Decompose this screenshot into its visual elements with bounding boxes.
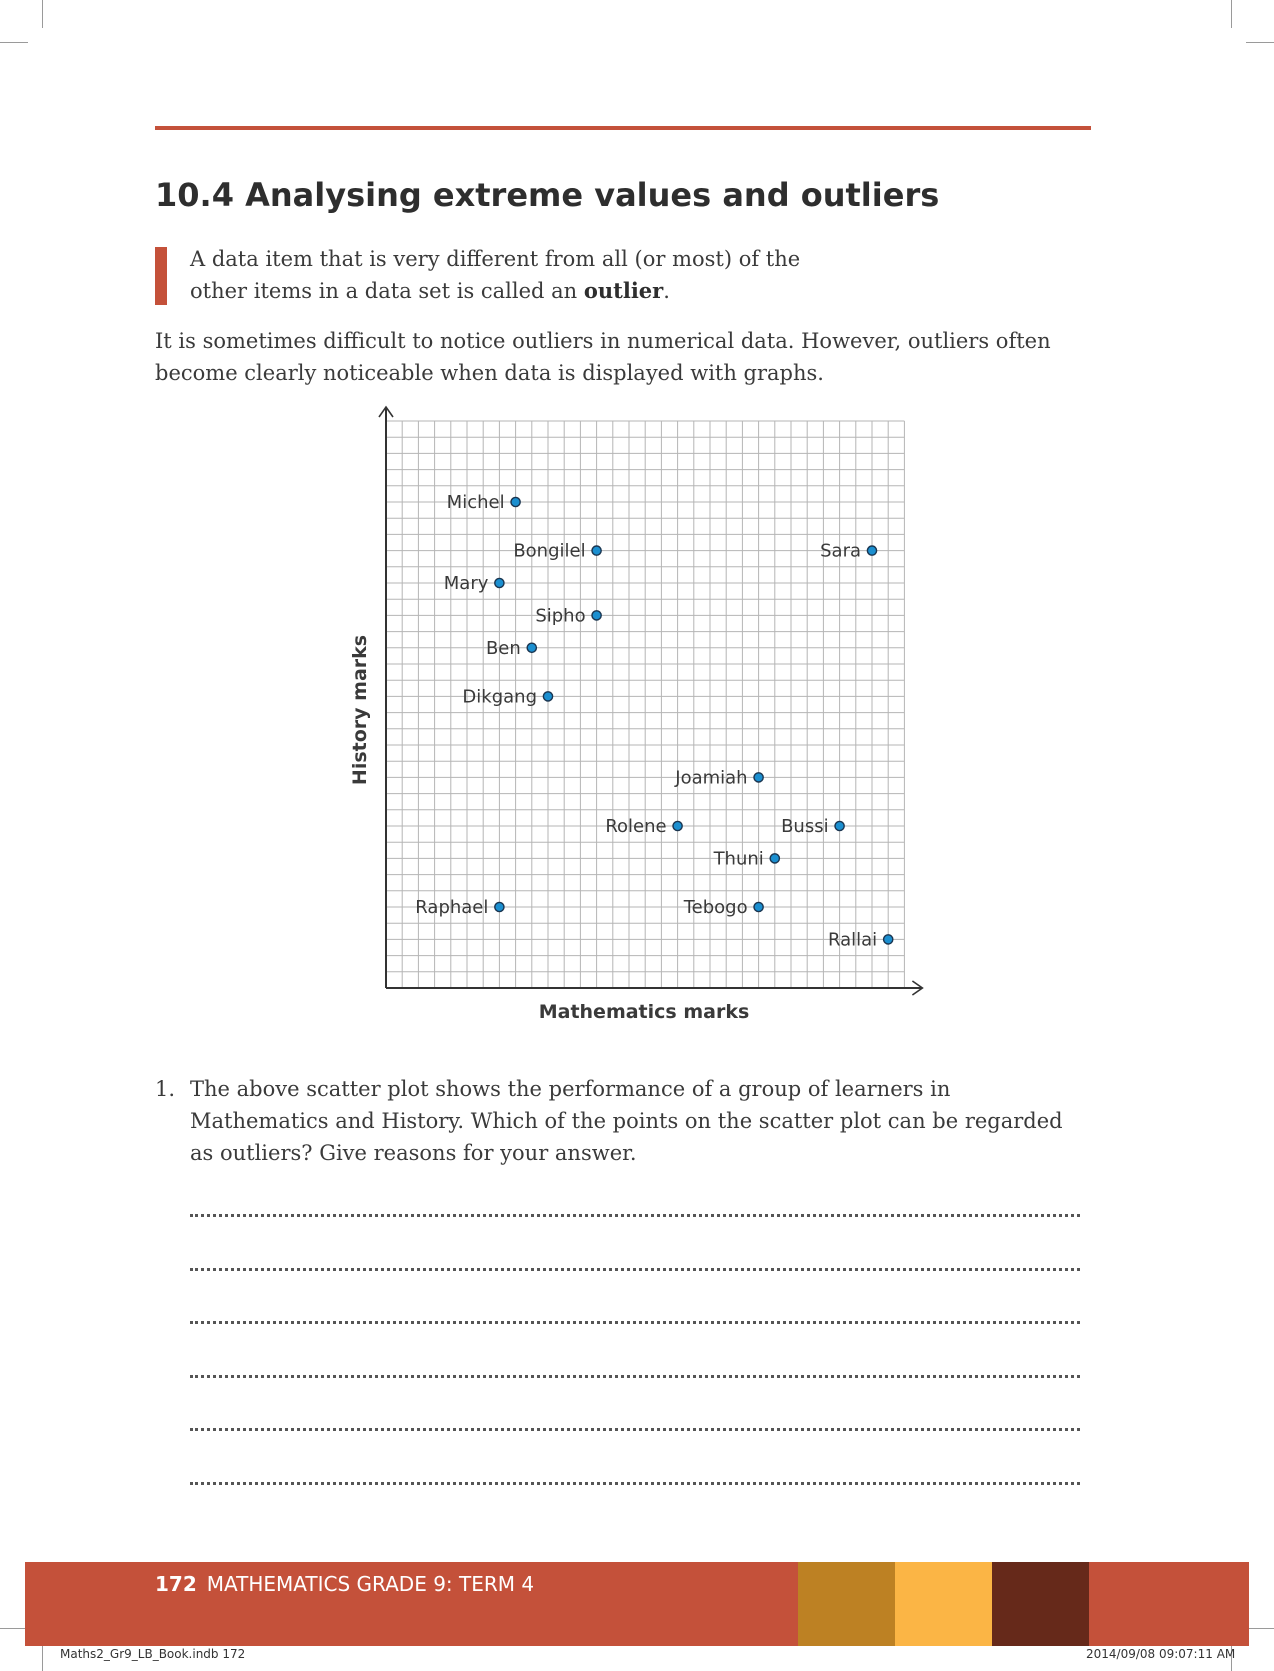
question-text: The above scatter plot shows the perform… (190, 1077, 1063, 1165)
x-axis-arrow-icon (911, 980, 924, 996)
point-label: Rolene (605, 816, 666, 837)
chart-axes (378, 405, 924, 996)
data-point-dikgang (542, 691, 554, 702)
answer-line[interactable] (190, 1375, 1080, 1378)
footer-title: 172 MATHEMATICS GRADE 9: TERM 4 (155, 1572, 534, 1596)
definition-term: outlier (583, 278, 664, 303)
data-point-sara (866, 545, 878, 556)
point-label: Thuni (713, 848, 764, 869)
data-point-bongilel (591, 545, 602, 556)
point-label: Ben (486, 638, 521, 659)
definition-lead: A data item that is very different from … (190, 247, 801, 303)
point-label: Bongilel (513, 541, 585, 562)
book-title: MATHEMATICS GRADE 9: TERM 4 (206, 1572, 535, 1596)
crop-mark (1231, 0, 1232, 28)
answer-line[interactable] (190, 1268, 1080, 1271)
x-axis-label: Mathematics marks (539, 1001, 750, 1023)
point-label: Sipho (535, 605, 585, 626)
crop-mark (1246, 1628, 1274, 1629)
answer-line[interactable] (190, 1428, 1080, 1431)
scatter-plot: Mathematics marks History marks Michel Bo… (349, 405, 924, 1023)
top-rule (155, 126, 1091, 130)
point-label: Rallai (828, 929, 877, 950)
chart-points: Michel Bongilel Sara Mary Sipho Ben Dikgang Joa… (415, 492, 894, 950)
crop-mark (0, 1628, 28, 1629)
data-point-thuni (769, 853, 781, 864)
data-point-ben (526, 642, 538, 654)
data-point-mary (494, 577, 505, 589)
data-point-raphael (494, 901, 505, 913)
section-title: 10.4 Analysing extreme values and outlie… (155, 176, 940, 214)
crop-mark (42, 0, 43, 28)
crop-mark (1246, 42, 1274, 43)
data-point-bussi (834, 820, 845, 832)
definition-bar (155, 247, 167, 305)
answer-line[interactable] (190, 1482, 1080, 1485)
data-point-rolene (672, 820, 683, 832)
slug-timestamp: 2014/09/08 09:07:11 AM (1086, 1647, 1236, 1661)
data-point-joamiah (753, 772, 764, 783)
crop-mark (0, 42, 28, 43)
point-label: Michel (447, 492, 505, 513)
crop-mark (1231, 1643, 1232, 1671)
data-point-michel (510, 496, 521, 508)
slug-file: Maths2_Gr9_LB_Book.indb 172 (60, 1647, 246, 1661)
definition-end: . (663, 279, 670, 303)
definition-text: A data item that is very different from … (190, 243, 830, 307)
point-label: Tebogo (683, 897, 748, 918)
y-axis-label: History marks (349, 635, 371, 785)
footer-swatch (798, 1562, 895, 1646)
page-number: 172 (155, 1572, 197, 1596)
intro-paragraph: It is sometimes difficult to notice outl… (155, 329, 1051, 385)
footer-swatch (895, 1562, 992, 1646)
point-label: Joamiah (674, 767, 747, 788)
crop-mark (42, 1643, 43, 1671)
point-label: Sara (820, 541, 861, 562)
data-point-sipho (591, 610, 602, 621)
point-label: Bussi (781, 816, 829, 837)
answer-line[interactable] (190, 1321, 1080, 1324)
answer-line[interactable] (190, 1214, 1080, 1217)
question-number: 1. (155, 1077, 176, 1101)
point-label: Dikgang (462, 686, 537, 707)
point-label: Mary (444, 573, 489, 594)
point-label: Raphael (415, 897, 488, 918)
data-point-tebogo (753, 901, 764, 913)
footer-swatch (992, 1562, 1089, 1646)
data-point-rallai (882, 934, 894, 945)
y-axis-arrow-icon (378, 405, 394, 418)
